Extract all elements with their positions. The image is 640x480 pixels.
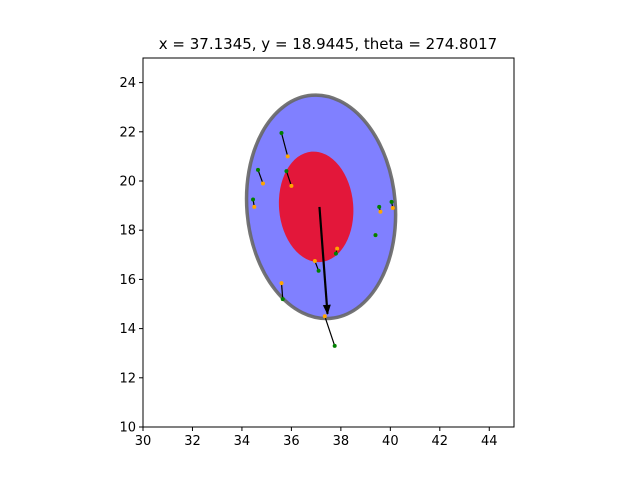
green-point-2 <box>284 169 289 174</box>
green-point-1 <box>256 167 261 172</box>
plot-frame <box>142 57 515 428</box>
x-tick-label-6: 42 <box>432 434 449 449</box>
orange-point-7 <box>335 246 340 251</box>
y-tick-label-3: 16 <box>119 273 136 288</box>
orange-point-10 <box>322 314 327 319</box>
axes: 30 32 34 36 38 40 42 44 10 12 14 16 18 20 22 24 <box>119 57 515 449</box>
y-tick-label-7: 24 <box>119 76 136 91</box>
y-tick-label-4: 18 <box>119 224 136 239</box>
orange-point-2 <box>289 183 294 188</box>
pair-line-10 <box>324 316 336 347</box>
plot-area <box>244 93 398 348</box>
x-tick-label-0: 30 <box>135 434 152 449</box>
x-tick-label-1: 32 <box>184 434 201 449</box>
green-point-8 <box>316 268 321 273</box>
chart-title: x = 37.1345, y = 18.9445, theta = 274.80… <box>159 35 497 53</box>
green-point-6 <box>373 233 378 238</box>
x-tick-label-3: 36 <box>283 434 300 449</box>
green-point-10 <box>332 343 337 348</box>
y-tick-label-1: 12 <box>119 371 136 386</box>
orange-point-4 <box>378 209 383 214</box>
green-point-3 <box>251 197 256 202</box>
pair-line-0 <box>280 132 289 157</box>
y-tick-label-0: 10 <box>119 421 136 436</box>
plot-content <box>244 93 398 348</box>
x-tick-label-7: 44 <box>481 434 498 449</box>
x-tick-label-4: 38 <box>333 434 350 449</box>
green-point-7 <box>333 251 338 256</box>
orange-point-9 <box>279 281 284 286</box>
y-tick-label-6: 22 <box>119 125 136 140</box>
y-tick-label-5: 20 <box>119 175 136 190</box>
orange-point-1 <box>260 181 265 186</box>
orange-point-3 <box>252 204 257 209</box>
x-tick-label-2: 34 <box>234 434 251 449</box>
y-tick-label-2: 14 <box>119 322 136 337</box>
orange-point-5 <box>390 206 395 211</box>
green-point-0 <box>279 131 284 136</box>
inner-ellipse <box>278 151 354 263</box>
orange-point-8 <box>312 258 317 263</box>
heading-arrow <box>318 206 331 315</box>
pair-line-2 <box>285 170 292 187</box>
orange-point-0 <box>285 154 290 159</box>
x-tick-label-5: 40 <box>382 434 399 449</box>
pair-line-9 <box>280 283 284 300</box>
green-point-5 <box>389 199 394 204</box>
pair-line-1 <box>257 169 264 184</box>
green-point-4 <box>377 204 382 209</box>
green-point-9 <box>280 297 285 302</box>
